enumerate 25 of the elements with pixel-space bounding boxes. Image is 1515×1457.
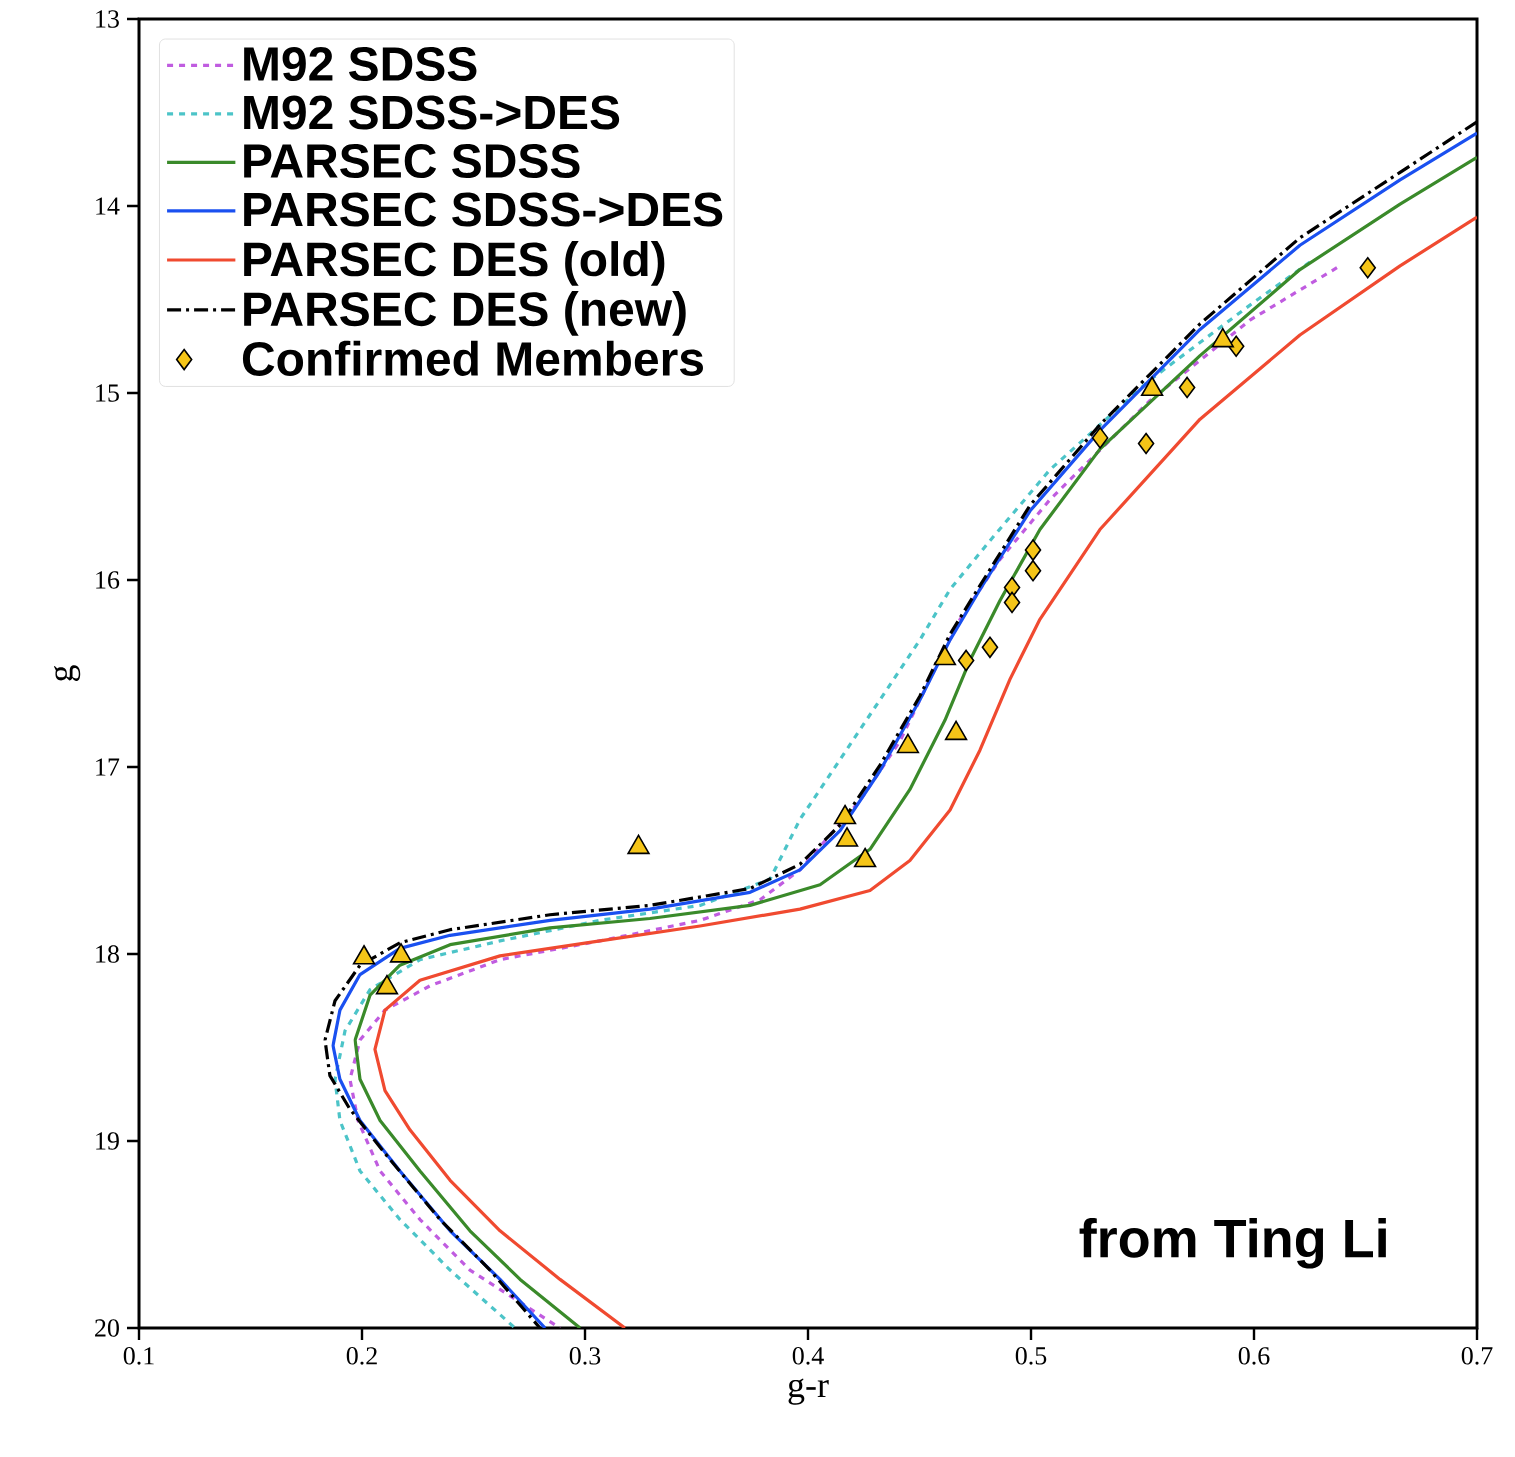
y-axis-title: g — [53, 665, 81, 681]
x-tick-label: 0.2 — [346, 1347, 377, 1365]
x-tick-label: 0.5 — [1015, 1347, 1047, 1365]
x-tick-label: 0.7 — [1461, 1347, 1493, 1365]
legend-label: PARSEC SDSS->DES — [244, 192, 723, 227]
x-tick-label: 0.4 — [792, 1347, 824, 1365]
x-tick-label: 0.3 — [569, 1347, 601, 1365]
legend-label: M92 SDSS->DES — [244, 95, 620, 130]
legend-label: PARSEC DES (new) — [244, 290, 686, 336]
y-tick-label: 13 — [96, 10, 119, 28]
legend-label: PARSEC DES (old) — [244, 241, 665, 286]
y-tick-label: 19 — [96, 1132, 119, 1150]
y-tick-label: 16 — [96, 571, 120, 589]
x-tick-label: 0.6 — [1238, 1347, 1270, 1365]
legend-label: Confirmed Members — [242, 340, 703, 376]
y-tick-label: 18 — [96, 945, 119, 963]
y-tick-label: 14 — [96, 197, 120, 215]
y-tick-label: 20 — [95, 1319, 119, 1337]
legend-label: PARSEC SDSS — [244, 144, 580, 179]
y-tick-label: 15 — [96, 384, 119, 402]
y-tick-label: 17 — [96, 758, 120, 776]
legend-label: M92 SDSS — [244, 47, 477, 82]
annotation: from Ting Li — [1079, 1218, 1386, 1269]
x-tick-label: 0.1 — [123, 1347, 154, 1365]
x-axis-title: g-r — [788, 1378, 829, 1405]
